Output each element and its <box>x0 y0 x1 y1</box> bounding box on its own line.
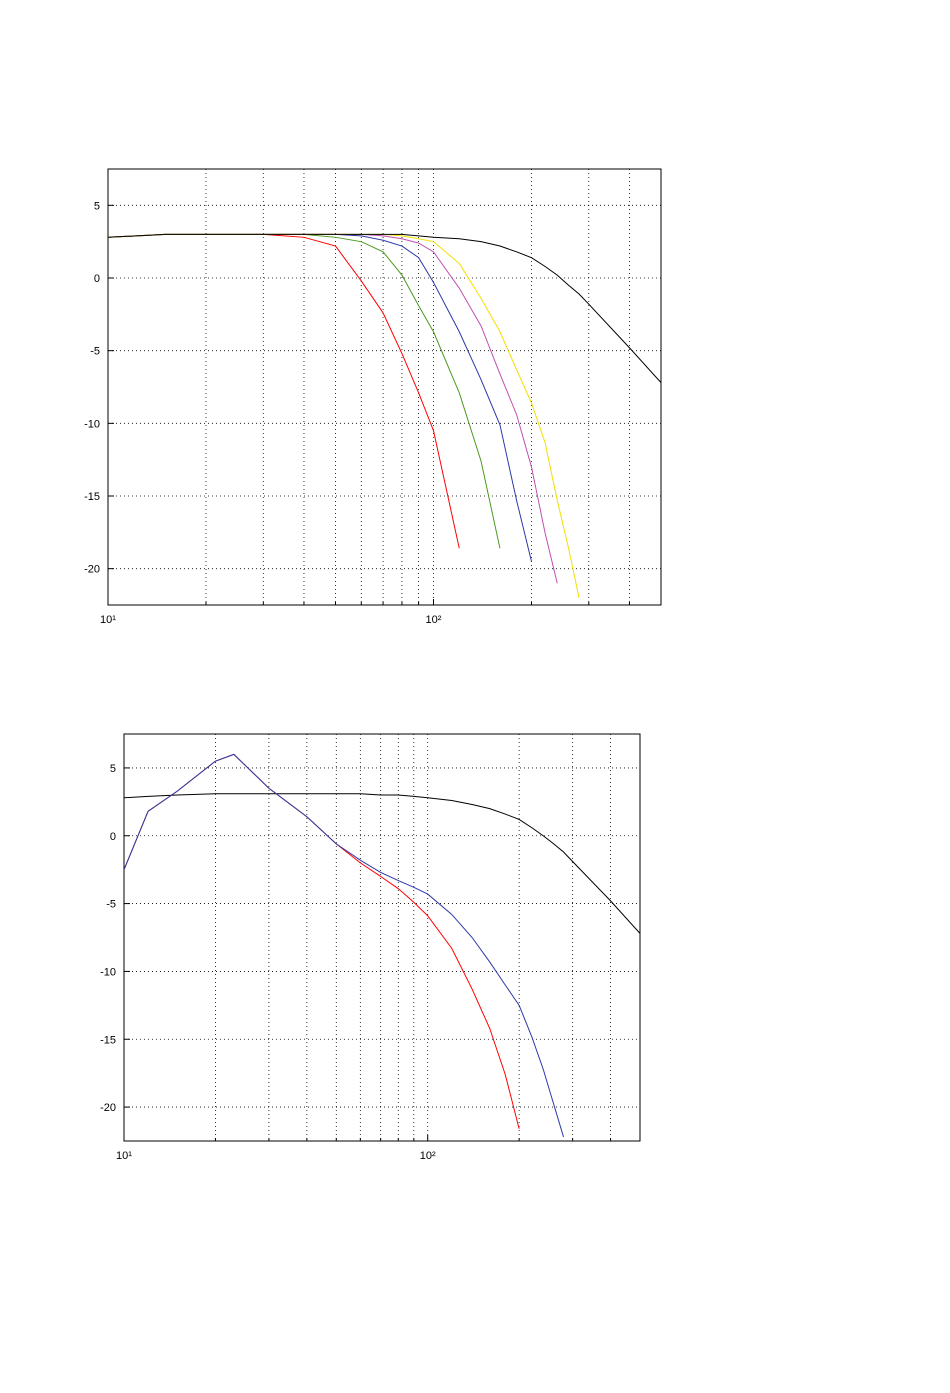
series-line <box>124 753 564 1138</box>
series-line <box>108 233 580 598</box>
plot-frame <box>123 733 641 1142</box>
series-line <box>108 233 661 383</box>
series-line <box>124 753 520 1129</box>
x-tick-label: 10¹ <box>116 1150 132 1162</box>
y-tick-label: -15 <box>84 491 100 503</box>
y-tick-label: -5 <box>106 899 116 911</box>
x-tick-label: 10² <box>420 1150 436 1162</box>
y-tick-label: -20 <box>84 564 100 576</box>
plot-frame <box>107 168 662 606</box>
y-tick-label: -10 <box>84 418 100 430</box>
y-tick-label: 5 <box>110 763 116 775</box>
x-tick-label: 10¹ <box>100 614 116 626</box>
series-line <box>108 233 532 562</box>
chart: 10¹ 10² -20 -15 -10 -5 0 5 <box>84 168 662 626</box>
y-tick-label: 0 <box>110 831 116 843</box>
series-line <box>124 793 640 934</box>
y-tick-label: 5 <box>94 200 100 212</box>
y-tick-label: -5 <box>90 346 100 358</box>
x-tick-label: 10² <box>426 614 442 626</box>
y-tick-label: -20 <box>100 1102 116 1114</box>
y-tick-label: -10 <box>100 966 116 978</box>
chart: 10¹ 10² -20 -15 -10 -5 0 5 <box>100 733 641 1162</box>
series-line <box>108 233 558 584</box>
y-tick-label: -15 <box>100 1034 116 1046</box>
y-tick-label: 0 <box>94 273 100 285</box>
series-line <box>108 233 460 549</box>
